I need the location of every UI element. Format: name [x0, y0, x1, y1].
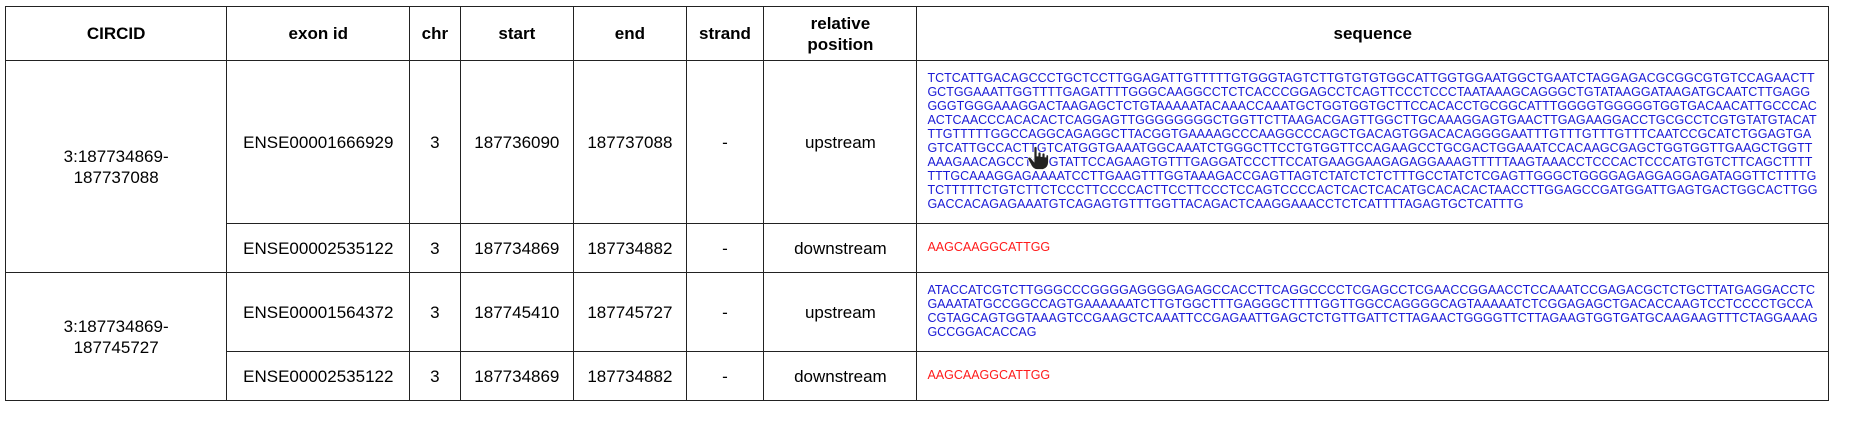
start-cell: 187736090	[459, 60, 575, 224]
table-row: ENSE00002535122 3 187734869 187734882 - …	[6, 223, 1829, 273]
circid-cell: 3:187734869- 187737088	[4, 60, 228, 273]
header-chr: chr	[409, 6, 461, 61]
relative-position-cell: upstream	[763, 272, 918, 352]
strand-cell: -	[685, 272, 765, 352]
hand-pointer-icon	[1027, 146, 1049, 170]
header-sequence: sequence	[916, 6, 1829, 61]
chr-cell: 3	[409, 60, 461, 224]
exon-id-cell: ENSE00001564372	[226, 272, 411, 352]
start-cell: 187745410	[459, 272, 575, 352]
strand-cell: -	[685, 223, 765, 273]
circid-line2: 187737088	[73, 167, 159, 187]
table-row: 3:187734869- 187745727 ENSE00001564372 3…	[4, 272, 1829, 401]
circid-cell: 3:187734869- 187745727	[4, 272, 228, 401]
circid-line2: 187745727	[73, 337, 159, 357]
header-start: start	[459, 6, 575, 61]
sequence-cell: TCTCATTGACAGCCCTGCTCCTTGGAGATTGTTTTTGTGG…	[916, 60, 1829, 224]
relative-position-cell: upstream	[763, 60, 918, 224]
chr-cell: 3	[409, 351, 461, 401]
header-row: CIRCID exon id chr start end strand rela…	[4, 6, 1829, 61]
end-cell: 187745727	[573, 272, 687, 352]
sequence-cell: AAGCAAGGCATTGG	[916, 223, 1829, 273]
circ-exon-table: CIRCID exon id chr start end strand rela…	[4, 6, 1829, 401]
header-relative-position: relative position	[763, 6, 918, 61]
end-cell: 187734882	[573, 351, 687, 401]
relative-position-cell: downstream	[763, 351, 918, 401]
table-row: 3:187734869- 187737088 ENSE00001666929 3…	[4, 60, 1829, 273]
header-strand: strand	[685, 6, 765, 61]
table-row: ENSE00002535122 3 187734869 187734882 - …	[6, 351, 1829, 401]
chr-cell: 3	[409, 272, 461, 352]
header-relative-line2: position	[807, 34, 874, 54]
end-cell: 187734882	[573, 223, 687, 273]
circid-line1: 3:187734869-	[63, 316, 169, 336]
sequence-cell: AAGCAAGGCATTGG	[916, 351, 1829, 401]
circid-line1: 3:187734869-	[63, 146, 169, 166]
exon-id-cell: ENSE00002535122	[226, 223, 411, 273]
header-circid: CIRCID	[4, 6, 228, 61]
header-exon-id: exon id	[226, 6, 411, 61]
relative-position-cell: downstream	[763, 223, 918, 273]
header-end: end	[573, 6, 687, 61]
start-cell: 187734869	[459, 351, 575, 401]
start-cell: 187734869	[459, 223, 575, 273]
strand-cell: -	[685, 351, 765, 401]
sequence-cell: ATACCATCGTCTTGGGCCCGGGGAGGGGAGAGCCACCTTC…	[916, 272, 1829, 352]
end-cell: 187737088	[573, 60, 687, 224]
strand-cell: -	[685, 60, 765, 224]
header-relative-line1: relative	[810, 13, 871, 33]
exon-id-cell: ENSE00002535122	[226, 351, 411, 401]
chr-cell: 3	[409, 223, 461, 273]
exon-id-cell: ENSE00001666929	[226, 60, 411, 224]
